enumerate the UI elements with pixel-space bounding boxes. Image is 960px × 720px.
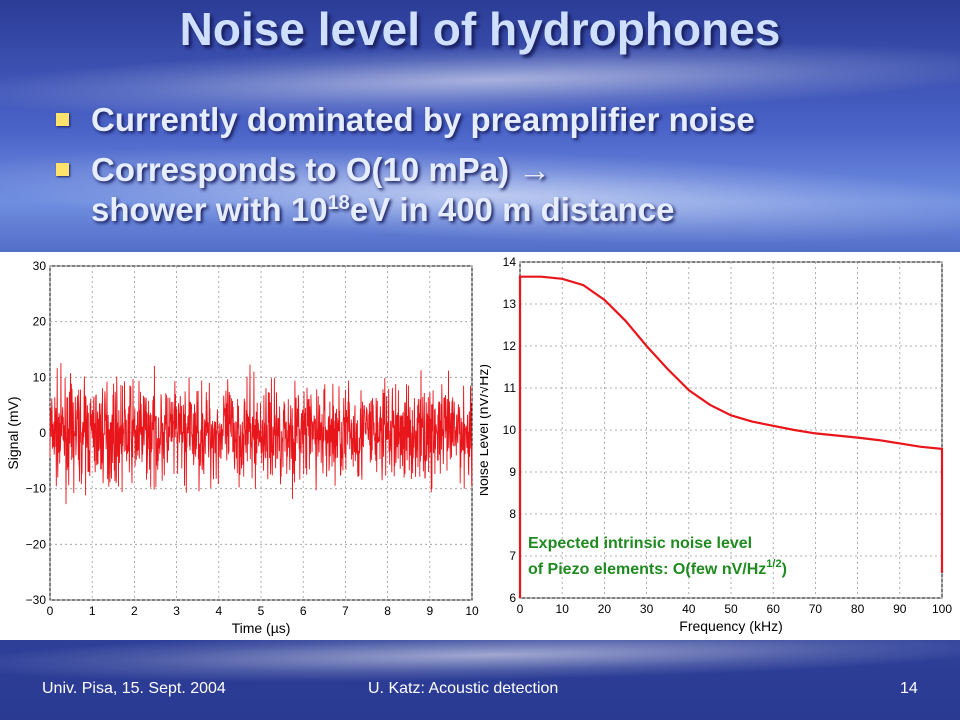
x-tick-label: 6: [300, 604, 307, 618]
x-tick-label: 60: [767, 602, 781, 616]
y-axis-label: Signal (mV): [5, 396, 21, 469]
y-tick-label: 30: [33, 259, 47, 273]
noise-spectrum-chart: 0 10 20 30 40 50 60 70 80 90 100 6 7 8 9 10 11 12 13 14 Freq…: [480, 255, 952, 634]
x-tick-label: 20: [598, 602, 612, 616]
y-tick-label: 13: [503, 297, 517, 311]
x-tick-label: 7: [342, 604, 349, 618]
bullet-line: Corresponds to O(10 mPa) →: [91, 151, 552, 188]
time-signal-chart: 0 1 2 3 4 5 6 7 8 9 10 −30 −20 −10 0 10 20 30 Time (µs) Sig…: [5, 259, 479, 636]
bullet-list: Currently dominated by preamplifier nois…: [56, 100, 936, 240]
bullet-marker-icon: [56, 113, 69, 126]
y-tick-label: −20: [26, 537, 47, 551]
bullet-line-part: shower with 10: [91, 191, 328, 228]
y-tick-label: 7: [509, 549, 516, 563]
footer: Univ. Pisa, 15. Sept. 2004 U. Katz: Acou…: [0, 680, 960, 700]
exponent: 18: [327, 192, 350, 214]
y-tick-label: −30: [26, 593, 47, 607]
bullet-text: Corresponds to O(10 mPa) → shower with 1…: [91, 150, 674, 230]
annotation-part: ): [782, 561, 787, 578]
signal-trace: [49, 362, 473, 505]
y-tick-label: 11: [504, 381, 517, 395]
x-tick-label: 2: [131, 604, 138, 618]
y-tick-label: 10: [33, 370, 47, 384]
x-tick-label: 40: [682, 602, 696, 616]
y-tick-label: 12: [503, 339, 517, 353]
x-tick-label: 4: [215, 604, 222, 618]
x-tick-label: 3: [173, 604, 180, 618]
bullet-line-part: eV in 400 m distance: [349, 191, 675, 228]
x-tick-label: 90: [893, 602, 907, 616]
bullet-line: shower with 1018eV in 400 m distance: [91, 190, 674, 230]
annotation-line: Expected intrinsic noise level: [528, 535, 752, 552]
y-tick-label: 14: [503, 255, 517, 269]
y-tick-label: 0: [39, 426, 46, 440]
bullet-item: Corresponds to O(10 mPa) → shower with 1…: [56, 150, 936, 230]
bullet-marker-icon: [56, 163, 69, 176]
x-tick-label: 5: [258, 604, 265, 618]
x-axis-label: Time (µs): [232, 620, 291, 636]
y-tick-label: −10: [26, 482, 47, 496]
x-tick-label: 0: [517, 602, 524, 616]
bullet-text: Currently dominated by preamplifier nois…: [91, 101, 755, 138]
annotation-line: of Piezo elements: O(few nV/Hz1/2): [528, 558, 787, 578]
noise-spectrum-line: [518, 275, 944, 598]
x-tick-label: 10: [465, 604, 479, 618]
slide-title: Noise level of hydrophones: [179, 3, 781, 55]
y-tick-label: 6: [509, 591, 516, 605]
x-tick-label: 0: [47, 604, 54, 618]
y-tick-label: 10: [503, 423, 517, 437]
slide-number: 14: [900, 680, 918, 697]
footer-talk: U. Katz: Acoustic detection: [368, 680, 559, 697]
bullet-item: Currently dominated by preamplifier nois…: [56, 100, 936, 140]
y-tick-label: 20: [33, 315, 47, 329]
x-tick-label: 1: [89, 604, 96, 618]
x-tick-label: 8: [384, 604, 391, 618]
y-tick-label: 8: [509, 507, 516, 521]
x-tick-label: 70: [809, 602, 823, 616]
annotation-part: of Piezo elements: O(few nV/Hz: [528, 561, 766, 578]
figure-panel: 0 1 2 3 4 5 6 7 8 9 10 −30 −20 −10 0 10 20 30 Time (µs) Sig…: [0, 252, 960, 640]
y-tick-label: 9: [509, 465, 516, 479]
y-axis-label: Noise Level (nV/√Hz): [480, 364, 491, 496]
x-tick-label: 100: [932, 602, 952, 616]
x-tick-label: 9: [426, 604, 433, 618]
x-tick-label: 80: [851, 602, 865, 616]
x-tick-label: 10: [556, 602, 570, 616]
annotation-exponent: 1/2: [766, 558, 781, 570]
x-tick-label: 30: [640, 602, 654, 616]
x-tick-label: 50: [724, 602, 738, 616]
footer-venue: Univ. Pisa, 15. Sept. 2004: [42, 680, 226, 697]
x-axis-label: Frequency (kHz): [679, 618, 782, 634]
